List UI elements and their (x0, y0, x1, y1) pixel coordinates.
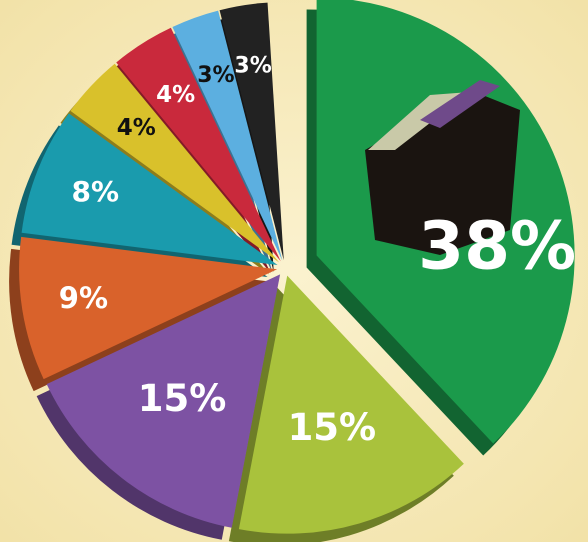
pie-slice (219, 2, 284, 261)
data-label: 15% (138, 377, 227, 420)
data-label: 4% (156, 82, 195, 108)
data-label: 15% (288, 406, 377, 449)
pie-slice (70, 63, 280, 263)
wallet-illustration (365, 80, 520, 255)
data-label: 8% (71, 175, 119, 208)
pie-slice (238, 275, 464, 534)
pie-slice (116, 27, 281, 262)
data-label: 3% (234, 53, 271, 78)
pie-slice (172, 10, 283, 261)
data-label: 3% (197, 63, 234, 88)
data-label: 38% (418, 208, 576, 285)
pie-slice (46, 274, 281, 528)
data-label: 4% (117, 115, 156, 141)
pie-slice (21, 113, 278, 266)
data-label: 9% (59, 281, 108, 315)
pie-slice (19, 236, 278, 380)
